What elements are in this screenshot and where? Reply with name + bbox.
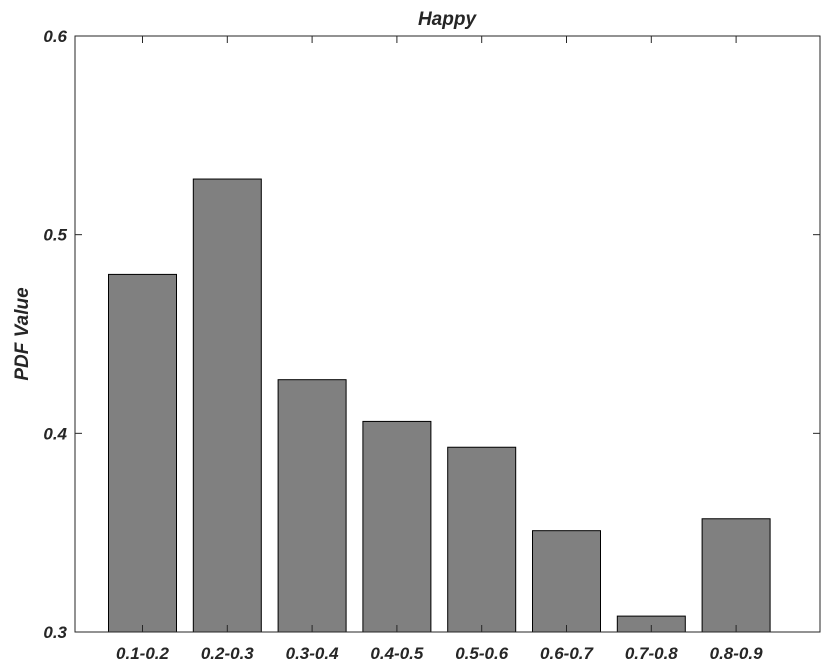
bar-0.5-0.6 [447,446,517,633]
bar-0.1-0.2 [108,273,177,633]
x-tick-label: 0.3-0.4 [286,644,339,663]
chart-title: Happy [418,9,478,30]
plot-area: 0.1-0.2 0.2-0.3 0.3-0.4 0.4-0.5 0.5-0.6 0.6-0… [43,27,820,663]
plot-frame [74,35,821,633]
y-tick-label: 0.5 [43,226,67,245]
bar-0.3-0.4 [277,379,347,633]
x-tick-label: 0.1-0.2 [116,644,169,663]
bar-0.4-0.5 [362,420,432,633]
bar-0.2-0.3 [192,178,262,633]
x-tick-label: 0.6-0.7 [540,644,594,663]
x-tick-label: 0.4-0.5 [370,644,423,663]
y-tick-label: 0.6 [43,27,67,46]
bar-0.6-0.7 [532,530,601,633]
y-tick-label: 0.4 [43,424,67,443]
x-tick-label: 0.8-0.9 [710,644,763,663]
bar-0.8-0.9 [701,518,771,633]
y-axis-label: PDF Value [12,287,33,381]
x-tick-label: 0.7-0.8 [625,644,678,663]
y-tick-label: 0.3 [43,623,67,642]
x-tick-label: 0.5-0.6 [455,644,508,663]
x-tick-label: 0.2-0.3 [201,644,254,663]
